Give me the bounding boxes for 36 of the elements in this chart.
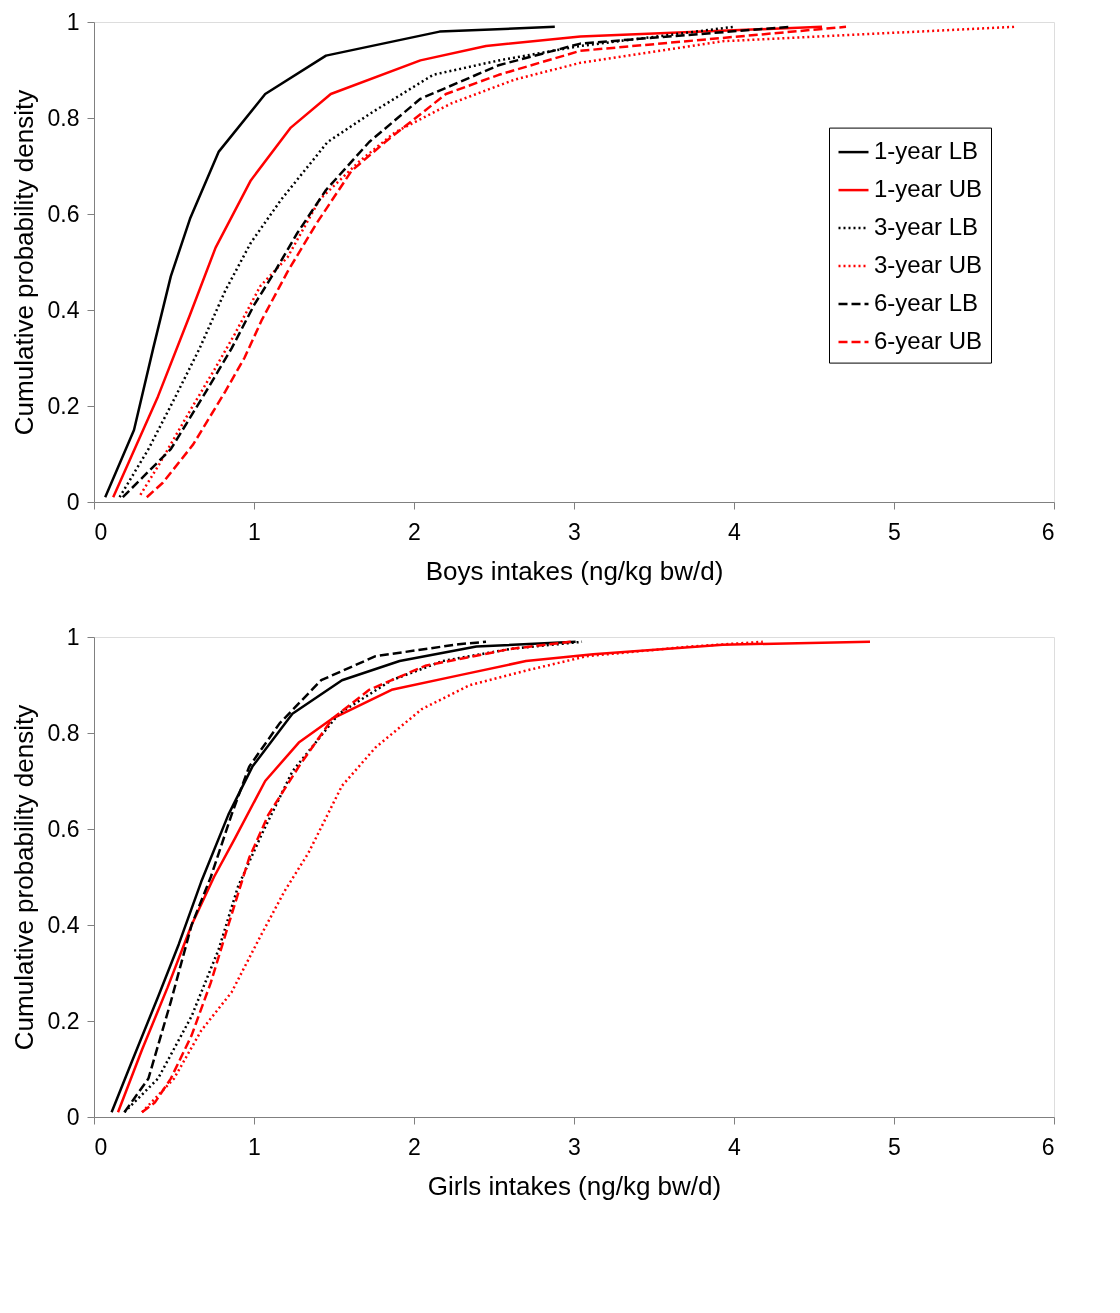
x-tick-label: 0 — [94, 1133, 108, 1160]
x-tick-label: 4 — [728, 518, 742, 545]
x-tick-label: 5 — [888, 1133, 901, 1160]
legend-label: 6-year LB — [874, 289, 979, 317]
x-tick-label: 6 — [1041, 518, 1055, 545]
x-tick-label: 2 — [408, 1133, 421, 1160]
y-tick-label: 0.8 — [47, 104, 80, 131]
legend-label: 1-year LB — [874, 137, 979, 165]
legend-label: 3-year LB — [874, 213, 979, 241]
y-tick-label: 0.6 — [47, 200, 80, 227]
y-tick-label: 0.2 — [47, 392, 80, 419]
x-tick-label: 2 — [408, 518, 421, 545]
x-tick-label: 1 — [248, 518, 261, 545]
y-tick-label: 0.6 — [47, 815, 80, 842]
x-tick-label: 0 — [94, 518, 108, 545]
y-tick-label: 0.8 — [47, 719, 80, 746]
x-axis-title: Boys intakes (ng/kg bw/d) — [425, 555, 724, 586]
y-tick-label: 0 — [66, 488, 80, 515]
y-tick-label: 0 — [66, 1103, 80, 1130]
x-tick-label: 5 — [888, 518, 901, 545]
x-tick-label: 3 — [568, 518, 581, 545]
x-tick-label: 1 — [248, 1133, 261, 1160]
x-tick-label: 4 — [728, 1133, 742, 1160]
y-axis-title: Cumulative probability density — [8, 704, 39, 1051]
x-tick-label: 3 — [568, 1133, 581, 1160]
y-tick-label: 1 — [66, 623, 80, 650]
y-tick-label: 0.2 — [47, 1007, 80, 1034]
legend-label: 6-year UB — [874, 327, 983, 355]
x-axis-title: Girls intakes (ng/kg bw/d) — [427, 1170, 722, 1201]
y-tick-label: 0.4 — [47, 911, 80, 938]
y-tick-label: 0.4 — [47, 296, 80, 323]
y-axis-title: Cumulative probability density — [8, 89, 39, 436]
x-tick-label: 6 — [1041, 1133, 1055, 1160]
legend-label: 1-year UB — [874, 175, 983, 203]
legend-label: 3-year UB — [874, 251, 983, 279]
y-tick-label: 1 — [66, 8, 80, 35]
